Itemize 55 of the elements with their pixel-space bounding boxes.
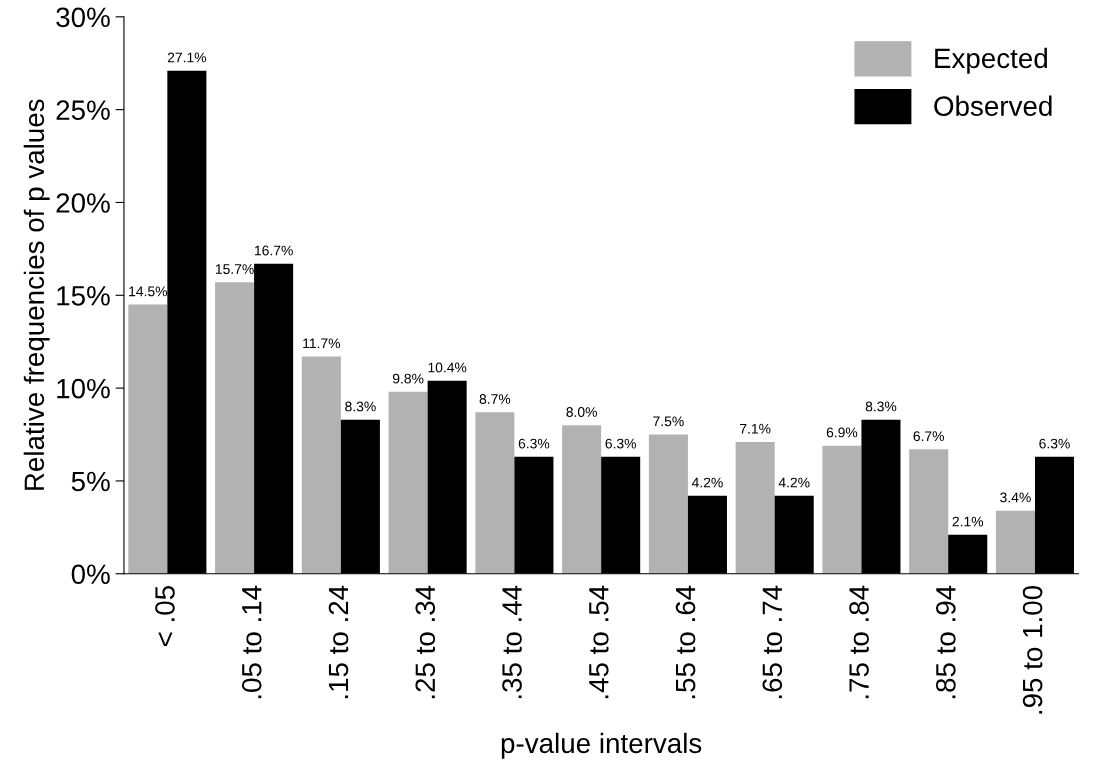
- data-label: 11.7%: [303, 338, 341, 349]
- data-label: 14.5%: [129, 286, 168, 297]
- y-tick-label: 25%: [56, 100, 110, 120]
- x-axis-title: p-value intervals: [501, 732, 702, 759]
- data-label: 6.9%: [826, 427, 858, 438]
- bar: [562, 425, 602, 574]
- data-label: 8.7%: [479, 394, 511, 404]
- data-label: 27.1%: [167, 52, 207, 63]
- x-tick-label: .95 to 1.00: [1022, 585, 1043, 714]
- data-label: 6.7%: [913, 431, 945, 442]
- bar: [215, 282, 255, 574]
- x-tick-label: .45 to .54: [589, 585, 609, 699]
- bar: [475, 412, 515, 574]
- y-axis-title: Relative frequencies of p values: [23, 99, 50, 490]
- x-tick-label: .75 to .84: [849, 585, 869, 699]
- data-label: 15.7%: [215, 264, 254, 274]
- bar: [388, 391, 428, 574]
- data-label: 3.4%: [1000, 492, 1031, 503]
- data-label: 8.3%: [345, 401, 376, 412]
- data-label: 8.0%: [566, 407, 597, 417]
- data-label: 7.1%: [740, 423, 771, 434]
- bar: [822, 445, 862, 574]
- bar: [128, 304, 168, 574]
- x-tick-label: .55 to .64: [675, 585, 696, 699]
- data-label: 4.2%: [691, 477, 723, 488]
- x-tick-label: < .05: [155, 586, 175, 647]
- y-tick-label: 20%: [56, 193, 110, 213]
- data-label: 4.2%: [778, 477, 810, 488]
- data-label: 6.3%: [518, 438, 550, 449]
- y-tick-label: 15%: [57, 286, 110, 306]
- data-label: 6.3%: [1039, 438, 1070, 449]
- x-tick-label: .25 to .34: [415, 585, 436, 699]
- x-tick-label: .85 to .94: [935, 585, 956, 699]
- data-label: 9.8%: [392, 373, 424, 384]
- bar: [995, 510, 1035, 574]
- y-tick-label: 0%: [71, 564, 110, 585]
- x-tick-label: .65 to .74: [762, 585, 783, 699]
- data-label: 8.3%: [865, 401, 897, 412]
- bar: [735, 441, 775, 574]
- data-label: 2.1%: [952, 516, 984, 527]
- data-label: 16.7%: [255, 245, 293, 256]
- legend-label: Expected: [935, 47, 1047, 74]
- y-tick-label: 10%: [57, 378, 110, 399]
- x-tick-label: .15 to .24: [328, 585, 349, 699]
- legend-label: Observed: [934, 95, 1052, 116]
- bar: [301, 356, 341, 574]
- bar: [909, 449, 949, 574]
- data-label: 6.3%: [605, 438, 637, 449]
- y-tick-label: 30%: [56, 7, 110, 28]
- x-tick-label: .35 to .44: [502, 585, 522, 699]
- x-tick-label: .05 to .14: [241, 585, 262, 699]
- data-label: 7.5%: [653, 416, 684, 427]
- bar: [648, 434, 688, 574]
- y-tick-label: 5%: [71, 471, 110, 492]
- data-label: 10.4%: [428, 362, 467, 373]
